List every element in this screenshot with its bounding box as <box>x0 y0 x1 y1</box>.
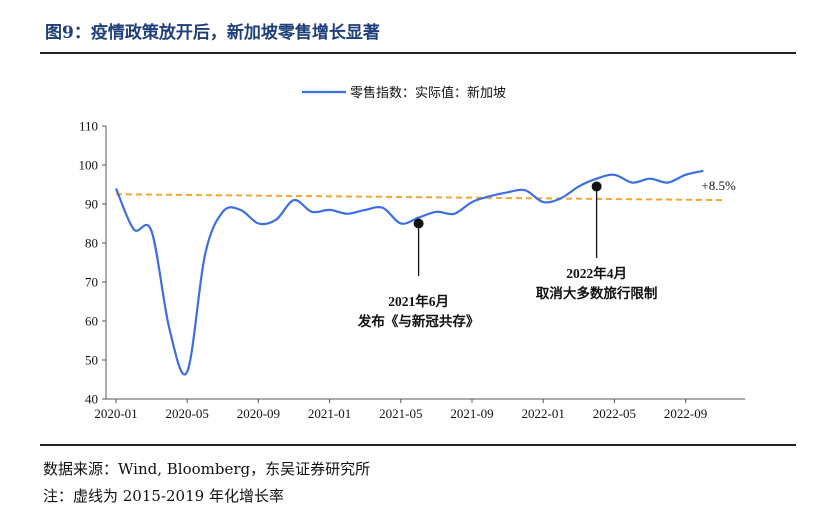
source-note: 数据来源：Wind, Bloomberg，东吴证券研究所 <box>43 460 371 478</box>
x-tick-label: 2021-01 <box>308 406 351 421</box>
y-tick-label: 40 <box>85 392 98 407</box>
x-tick-label: 2022-05 <box>593 406 636 421</box>
annotation-label: 2021年6月 <box>388 293 449 309</box>
figure-title: 图9：疫情政策放开后，新加坡零售增长显著 <box>45 23 380 43</box>
x-tick-label: 2022-01 <box>522 406 565 421</box>
y-tick-label: 70 <box>85 275 98 290</box>
annotation-label: 发布《与新冠共存》 <box>357 313 480 329</box>
title-rule <box>40 52 796 54</box>
y-tick-label: 80 <box>85 236 98 251</box>
annotation-dot <box>413 218 424 229</box>
y-tick-label: 90 <box>85 197 98 212</box>
x-tick-label: 2021-05 <box>379 406 422 421</box>
y-tick-label: 100 <box>79 158 99 173</box>
x-tick-label: 2020-09 <box>237 406 280 421</box>
annotation-label: 取消大多数旅行限制 <box>536 285 658 301</box>
x-tick-label: 2022-09 <box>664 406 707 421</box>
dash-note: 注：虚线为 2015-2019 年化增长率 <box>43 487 284 505</box>
y-tick-label: 110 <box>79 119 98 134</box>
x-tick-label: 2020-05 <box>166 406 209 421</box>
y-tick-label: 50 <box>85 353 98 368</box>
x-tick-label: 2020-01 <box>94 406 137 421</box>
y-tick-label: 60 <box>85 314 98 329</box>
x-tick-label: 2021-09 <box>450 406 493 421</box>
annotation-label: 2022年4月 <box>566 265 627 281</box>
trend-dashed-line <box>115 193 724 202</box>
legend-label: 零售指数：实际值：新加坡 <box>350 85 506 100</box>
growth-annotation: +8.5% <box>701 178 736 193</box>
source-rule <box>40 444 796 446</box>
annotation-dot <box>591 181 602 192</box>
retail-index-line <box>114 169 704 376</box>
